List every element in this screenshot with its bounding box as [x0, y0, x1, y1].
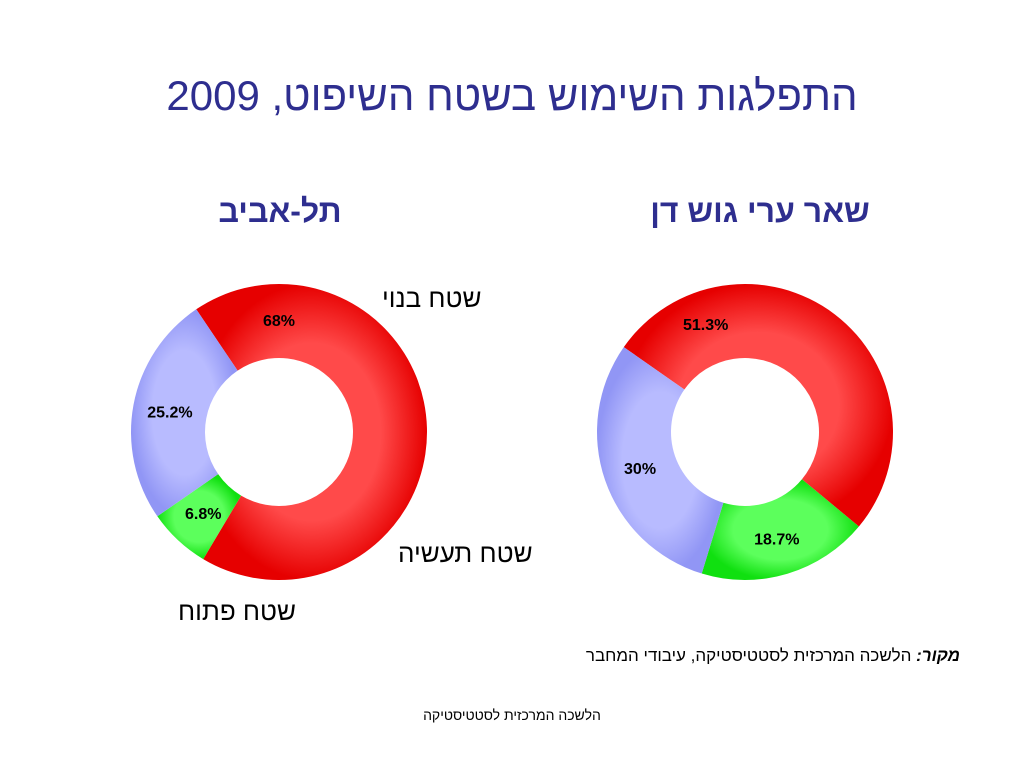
slice-gush-dan-built	[623, 283, 894, 527]
value-label-tel-aviv-industry: 6.8%	[185, 506, 221, 523]
label-built-area: שטח בנוי	[382, 283, 482, 313]
chart-title-gush-dan: שאר ערי גוש דן	[650, 193, 870, 229]
value-label-tel-aviv-open: 25.2%	[147, 405, 192, 422]
slice-gush-dan-industry	[701, 479, 859, 580]
value-label-gush-dan-open: 30%	[624, 461, 656, 478]
value-label-gush-dan-built: 51.3%	[683, 317, 728, 334]
footer-text: הלשכה המרכזית לסטטיסטיקה	[423, 707, 601, 723]
source-text: הלשכה המרכזית לסטטיסטיקה, עיבודי המחבר	[585, 646, 912, 665]
value-label-gush-dan-industry: 18.7%	[754, 531, 799, 548]
source-note: מקור: הלשכה המרכזית לסטטיסטיקה, עיבודי ה…	[586, 646, 960, 666]
label-open-area: שטח פתוח	[178, 596, 296, 626]
slice-tel-aviv-built	[196, 283, 428, 580]
label-industry-area: שטח תעשיה	[398, 538, 533, 568]
slice-gush-dan-open	[597, 347, 724, 574]
page-title: התפלגות השימוש בשטח השיפוט, 2009	[166, 72, 858, 119]
source-prefix: מקור:	[916, 646, 960, 665]
chart-title-tel-aviv: תל-אביב	[218, 193, 342, 229]
slice-tel-aviv-industry	[157, 474, 242, 560]
slice-tel-aviv-open	[130, 309, 238, 517]
value-label-tel-aviv-built: 68%	[263, 313, 295, 330]
